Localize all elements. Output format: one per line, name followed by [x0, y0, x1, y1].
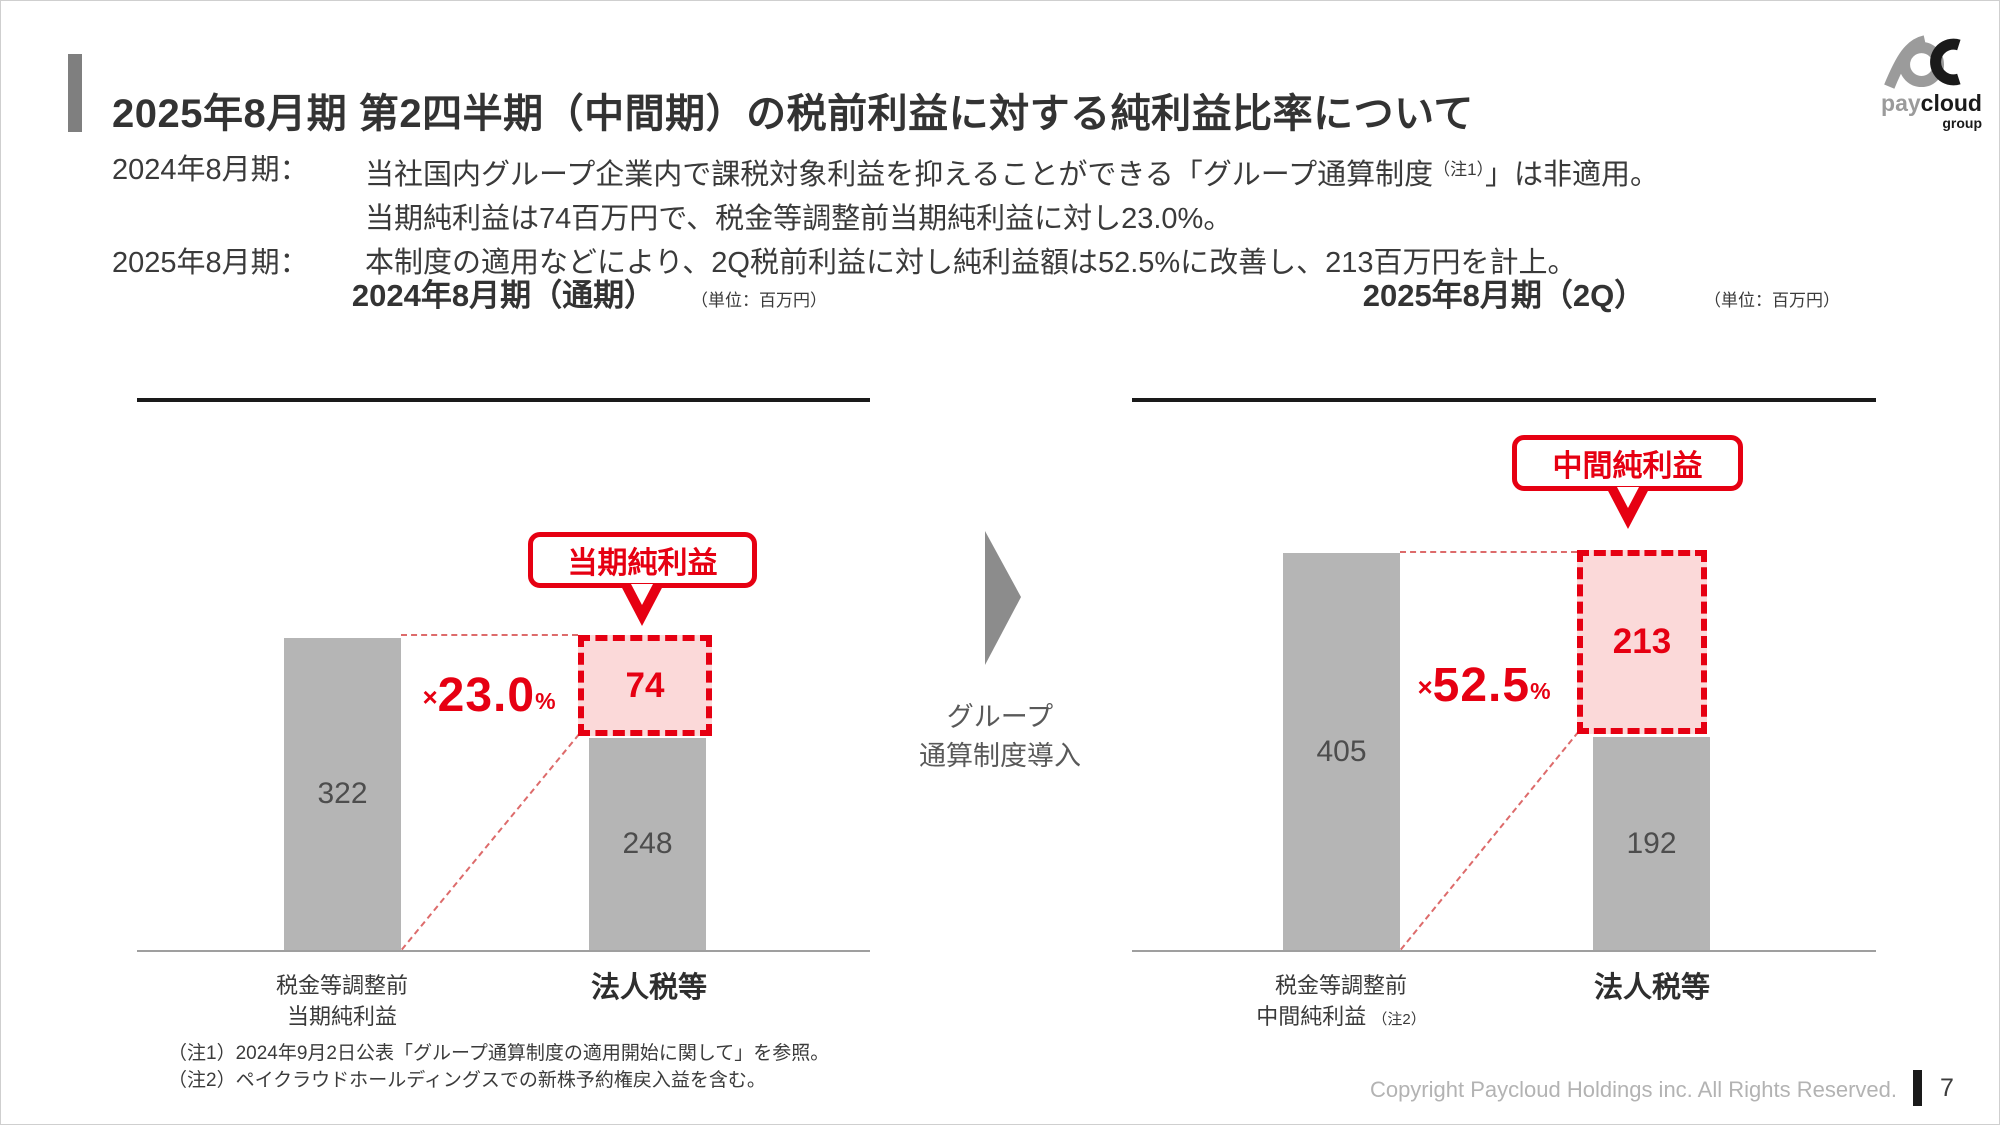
- intro-row1-line2: 当期純利益は74百万円で、税金等調整前当期純利益に対し23.0%。: [365, 203, 1233, 235]
- chart-unit-fy2024: （単位：百万円）: [691, 291, 827, 310]
- pretax-label-line1: 税金等調整前: [275, 973, 408, 998]
- copyright-text: Copyright Paycloud Holdings inc. All Rig…: [1369, 1077, 1897, 1102]
- net-income-callout: 中間純利益: [1512, 435, 1743, 491]
- logo-group-text: group: [1942, 115, 1982, 131]
- connector-line-diagonal: [1400, 731, 1580, 951]
- chart-unit-fy2025: （単位：百万円）: [1704, 291, 1840, 310]
- connector-line-horizontal: [1400, 551, 1577, 553]
- page-number-separator: [1913, 1070, 1922, 1106]
- transition-label-line2: 通算制度導入: [919, 741, 1081, 771]
- transition-label-line1: グループ: [946, 702, 1054, 732]
- note1-reference: （注1）: [1433, 160, 1486, 179]
- chart-title-underline: [137, 398, 870, 402]
- ratio-value: 52.5: [1432, 659, 1531, 712]
- pretax-label-line2-text: 当期純利益: [286, 1004, 397, 1029]
- ratio-label: ×23.0%: [399, 668, 579, 723]
- corporate-tax-bar: 248: [589, 738, 706, 950]
- pretax-label-line2: 当期純利益: [222, 1001, 462, 1035]
- ratio-value: 23.0: [437, 669, 536, 722]
- tax-bar-value: 248: [622, 827, 673, 860]
- page-number: 7: [1940, 1074, 1954, 1102]
- logo-pay-text: pay: [1881, 90, 1921, 116]
- net-income-callout: 当期純利益: [528, 532, 757, 588]
- title-accent-bar: [68, 54, 82, 132]
- corporate-tax-bar: 192: [1593, 737, 1710, 950]
- logo-cloud-text: cloud: [1920, 90, 1982, 116]
- pretax-label-line2: 中間純利益 （注2）: [1221, 1001, 1461, 1035]
- net-income-value: 213: [1612, 622, 1672, 661]
- ratio-label: ×52.5%: [1394, 658, 1574, 713]
- footnote-2: （注2）ペイクラウドホールディングスでの新株予約権戻入益を含む。: [168, 1070, 766, 1091]
- ratio-multiplier: ×: [422, 682, 438, 712]
- net-income-box: 213: [1577, 550, 1707, 734]
- tax-category-label: 法人税等: [1593, 972, 1710, 1004]
- net-income-box: 74: [578, 635, 712, 736]
- intro-row1-line1: 当社国内グループ企業内で課税対象利益を抑えることができる「グループ通算制度（注1…: [365, 148, 1912, 197]
- pretax-bar-value: 322: [317, 777, 368, 810]
- intro-row1-line1-tail: 」は非適用。: [1485, 159, 1660, 191]
- pretax-category-label: 税金等調整前 当期純利益: [222, 970, 462, 1035]
- net-income-value: 74: [625, 665, 665, 705]
- paycloud-logo-icon: [1884, 35, 1961, 89]
- ratio-percent-sign: %: [1530, 678, 1551, 704]
- intro-row2-label: 2025年8月期：: [112, 247, 309, 279]
- ratio-percent-sign: %: [535, 688, 556, 714]
- intro-row1-spacer: [112, 197, 365, 241]
- pretax-label-note: （注2）: [1372, 1011, 1426, 1028]
- transition-label: グループ 通算制度導入: [880, 698, 1120, 776]
- footnotes: （注1）2024年9月2日公表「グループ通算制度の適用開始に関して」を参照。 （…: [168, 1040, 829, 1094]
- pretax-label-line1: 税金等調整前: [1274, 973, 1407, 998]
- pretax-income-bar: 322: [284, 638, 401, 950]
- callout-tail-icon: [620, 584, 664, 626]
- chart-panel-fy2025: 2025年8月期（2Q） （単位：百万円） 405 192 213 ×52.5%…: [1132, 270, 1876, 1070]
- intro-row2-line1: 本制度の適用などにより、2Q税前利益に対し純利益額は52.5%に改善し、213百…: [365, 247, 1577, 279]
- tax-bar-value: 192: [1626, 826, 1677, 860]
- pretax-label-line2-text: 中間純利益: [1256, 1004, 1367, 1029]
- ratio-multiplier: ×: [1417, 672, 1433, 702]
- tax-category-label: 法人税等: [590, 972, 707, 1004]
- x-axis-line: [137, 950, 870, 952]
- chart-title-fy2025: 2025年8月期（2Q）: [1362, 278, 1646, 313]
- chart-title-underline: [1132, 398, 1876, 402]
- paycloud-wordmark: paycloud: [1832, 92, 1982, 115]
- chart-title-fy2024: 2024年8月期（通期）: [351, 278, 656, 313]
- x-axis-line: [1132, 950, 1876, 952]
- connector-line-horizontal: [401, 634, 578, 636]
- right-arrow-icon: [985, 531, 1021, 665]
- pretax-bar-value: 405: [1316, 734, 1367, 768]
- intro-row1-label: 2024年8月期：: [112, 154, 309, 186]
- pretax-income-bar: 405: [1283, 553, 1400, 950]
- chart-panel-fy2024: 2024年8月期（通期） （単位：百万円） 322 248 74 ×23.0% …: [137, 270, 870, 1070]
- paycloud-group-logo: paycloud group: [1832, 34, 1982, 130]
- page-title: 2025年8月期 第2四半期（中間期）の税前利益に対する純利益比率について: [112, 91, 1474, 136]
- intro-text-block: 2024年8月期： 当社国内グループ企業内で課税対象利益を抑えることができる「グ…: [112, 148, 1912, 285]
- footnote-1: （注1）2024年9月2日公表「グループ通算制度の適用開始に関して」を参照。: [168, 1043, 830, 1064]
- intro-row1-line1-text: 当社国内グループ企業内で課税対象利益を抑えることができる「グループ通算制度: [365, 159, 1434, 191]
- connector-line-diagonal: [401, 733, 580, 951]
- pretax-category-label: 税金等調整前 中間純利益 （注2）: [1221, 970, 1461, 1035]
- callout-tail-icon: [1606, 487, 1650, 529]
